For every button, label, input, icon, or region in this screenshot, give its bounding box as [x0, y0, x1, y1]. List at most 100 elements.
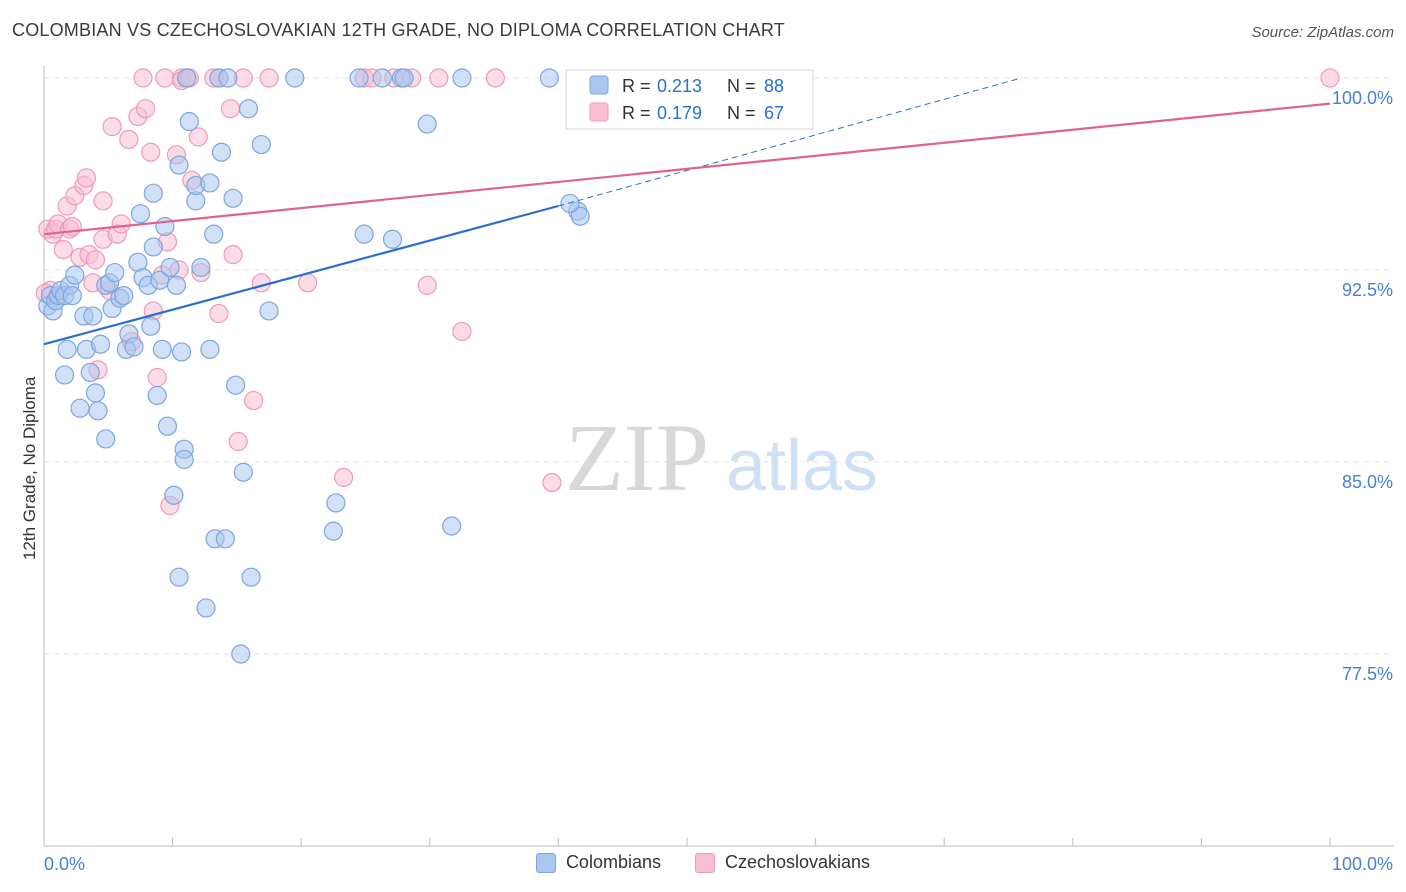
point-czechoslovakians-28 [141, 142, 161, 162]
point-colombians-20 [96, 429, 116, 449]
trend-line-colombians-extension [558, 77, 1022, 207]
point-colombians-81 [417, 114, 437, 134]
point-colombians-6 [54, 365, 75, 385]
point-czechoslovakians-12 [76, 168, 97, 188]
point-czechoslovakians-22 [111, 214, 131, 234]
point-czechoslovakians-54 [298, 273, 318, 293]
y-tick-label-0: 100.0% [1332, 88, 1393, 108]
point-colombians-31 [130, 204, 151, 224]
x-tick-label-1: 100.0% [1332, 854, 1393, 874]
point-colombians-82 [442, 516, 462, 536]
legend-n-value-0: 88 [764, 76, 784, 96]
legend-r-value-0: 0.213 [657, 76, 702, 96]
axes [43, 66, 1394, 847]
point-colombians-65 [226, 375, 246, 395]
point-colombians-45 [169, 567, 189, 587]
point-colombians-57 [200, 339, 220, 359]
point-colombians-56 [200, 173, 220, 193]
legend-label-czechoslovakians: Czechoslovakians [724, 852, 871, 872]
series-legend: Colombians Czechoslovakians [0, 852, 1406, 873]
point-colombians-37 [147, 385, 167, 406]
legend-swatch-icon [694, 852, 715, 873]
trend-line-colombians [43, 204, 559, 346]
point-colombians-11 [65, 265, 85, 285]
point-colombians-47 [172, 342, 192, 362]
point-colombians-29 [124, 337, 144, 357]
chart-title: COLOMBIAN VS CZECHOSLOVAKIAN 12TH GRADE,… [12, 20, 785, 40]
point-colombians-18 [88, 401, 108, 421]
point-colombians-80 [394, 68, 414, 88]
legend-item-colombians[interactable]: Colombians [535, 852, 661, 873]
point-czechoslovakians-26 [133, 68, 153, 88]
point-colombians-43 [164, 485, 184, 505]
point-czechoslovakians-53 [259, 68, 279, 88]
point-colombians-84 [539, 68, 559, 88]
point-czechoslovakians-61 [429, 68, 449, 88]
point-colombians-8 [57, 339, 77, 359]
point-colombians-42 [160, 257, 180, 278]
legend-swatch-colombians [589, 75, 609, 95]
point-czechoslovakians-51 [244, 390, 264, 411]
point-colombians-51 [179, 111, 199, 132]
watermark-atlas: atlas [726, 426, 878, 506]
legend-r-value-1: 0.179 [657, 103, 702, 123]
point-colombians-87 [560, 193, 580, 214]
point-czechoslovakians-60 [417, 275, 437, 295]
point-czechoslovakians-30 [147, 367, 167, 388]
point-colombians-76 [354, 224, 374, 244]
point-czechoslovakians-48 [223, 245, 243, 265]
point-colombians-49 [174, 449, 194, 470]
point-czechoslovakians-65 [1320, 68, 1340, 88]
point-colombians-35 [143, 237, 163, 257]
legend-swatch-icon [535, 852, 556, 873]
point-colombians-74 [326, 493, 346, 513]
point-czechoslovakians-23 [119, 129, 139, 150]
legend-item-czechoslovakians[interactable]: Czechoslovakians [694, 852, 871, 873]
point-colombians-24 [105, 262, 125, 283]
point-czechoslovakians-15 [85, 250, 106, 270]
y-tick-labels: 100.0% 92.5% 85.0% 77.5% [1332, 88, 1393, 684]
point-colombians-61 [211, 142, 232, 162]
point-colombians-64 [223, 188, 243, 208]
legend-n-label-0: N = [727, 76, 756, 96]
point-czechoslovakians-62 [452, 321, 472, 342]
point-czechoslovakians-27 [135, 99, 156, 119]
trend-lines [43, 77, 1331, 346]
point-czechoslovakians-32 [155, 68, 175, 88]
chart-source: Source: ZipAtlas.com [1251, 24, 1394, 41]
point-colombians-86 [570, 206, 590, 226]
point-colombians-68 [238, 99, 259, 119]
point-colombians-58 [204, 224, 224, 244]
point-czechoslovakians-55 [334, 467, 354, 487]
point-czechoslovakians-46 [209, 303, 229, 324]
y-tick-label-1: 92.5% [1342, 280, 1393, 300]
point-colombians-83 [452, 68, 472, 88]
point-colombians-69 [241, 567, 261, 587]
point-czechoslovakians-63 [485, 68, 505, 88]
legend-r-label-0: R = [622, 76, 651, 96]
legend-n-value-1: 67 [764, 103, 784, 123]
point-colombians-70 [251, 134, 271, 155]
point-czechoslovakians-18 [93, 191, 113, 211]
y-tick-label-2: 85.0% [1342, 472, 1393, 492]
point-colombians-39 [152, 339, 172, 359]
point-czechoslovakians-64 [542, 472, 562, 493]
x-tick-label-0: 0.0% [44, 854, 85, 874]
point-colombians-50 [177, 68, 197, 88]
point-colombians-63 [218, 68, 238, 88]
point-colombians-75 [349, 68, 369, 88]
point-colombians-10 [62, 286, 82, 306]
watermark-zip: ZIP [565, 404, 709, 511]
point-colombians-44 [166, 275, 187, 295]
point-czechoslovakians-42 [188, 127, 208, 147]
point-colombians-71 [259, 301, 279, 321]
y-tick-label-3: 77.5% [1342, 664, 1393, 684]
point-colombians-26 [114, 286, 134, 306]
legend-box: R = 0.213 N = 88 R = 0.179 N = 67 [565, 69, 814, 130]
point-czechoslovakians-49 [228, 431, 248, 452]
point-czechoslovakians-47 [220, 99, 241, 119]
legend-swatch-czechoslovakians [589, 102, 609, 122]
point-colombians-78 [382, 229, 403, 249]
legend-n-label-1: N = [727, 103, 756, 123]
